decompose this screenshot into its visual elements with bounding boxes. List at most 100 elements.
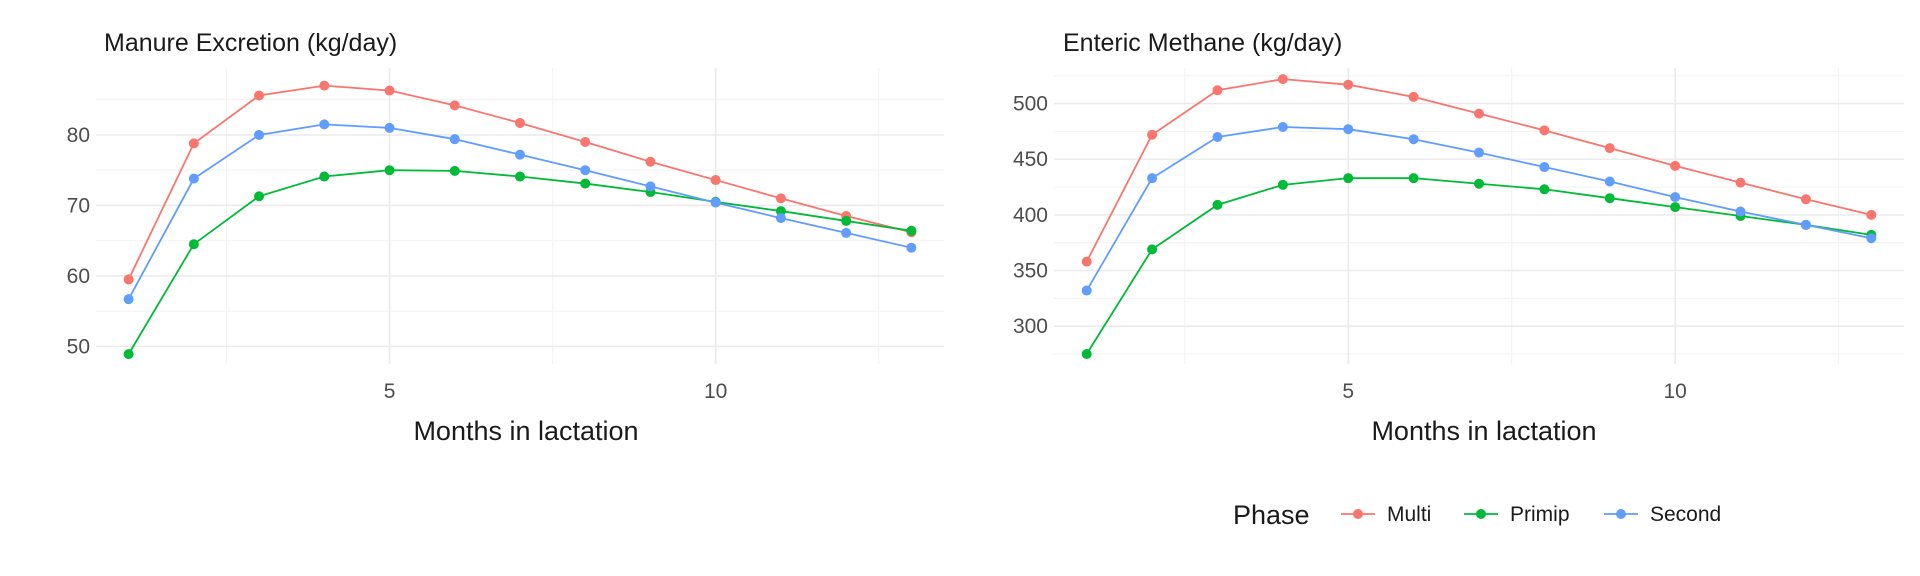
data-point — [1604, 193, 1615, 204]
series-primip — [123, 165, 917, 360]
data-point — [1343, 79, 1354, 90]
data-point — [906, 242, 917, 253]
data-point — [449, 165, 460, 176]
legend-label: Second — [1650, 503, 1721, 526]
series-line — [1085, 177, 1872, 355]
series-primip — [1081, 173, 1877, 359]
legend-key-point — [1353, 509, 1363, 519]
legend-label: Multi — [1387, 503, 1431, 526]
enteric-methane-panel: Enteric Methane (kg/day) 5 10 300 350 400 450… — [1013, 29, 1904, 446]
data-point — [841, 215, 852, 226]
data-point — [123, 349, 134, 360]
data-point — [775, 193, 786, 204]
data-point — [1081, 256, 1092, 267]
y-tick-label: 80 — [67, 124, 90, 147]
data-point — [254, 129, 265, 140]
x-axis-title: Months in lactation — [413, 416, 638, 446]
series-line — [127, 169, 912, 355]
y-tick-label: 350 — [1013, 260, 1048, 283]
data-point — [1866, 209, 1877, 220]
data-point — [515, 149, 525, 160]
y-tick-label: 70 — [67, 194, 90, 217]
y-tick-label: 60 — [67, 265, 90, 288]
legend-item-second: Second — [1604, 503, 1721, 526]
legend-label: Primip — [1510, 503, 1570, 526]
legend-item-multi: Multi — [1341, 503, 1431, 526]
data-point — [645, 156, 656, 167]
legend-title: Phase — [1233, 500, 1310, 530]
data-point — [775, 206, 786, 217]
data-point — [580, 165, 591, 176]
data-point — [1735, 206, 1746, 217]
y-tick-label: 400 — [1013, 204, 1048, 227]
data-point — [1147, 129, 1158, 140]
data-point — [515, 171, 525, 182]
data-point — [384, 165, 395, 176]
series-multi — [1081, 74, 1877, 267]
x-tick-label: 5 — [384, 380, 396, 403]
series-second — [123, 119, 917, 305]
data-point — [1474, 147, 1484, 158]
data-point — [710, 197, 721, 208]
data-point — [841, 227, 852, 238]
data-point — [449, 134, 460, 145]
data-point — [1343, 124, 1354, 135]
data-point — [1866, 233, 1877, 244]
data-point — [1735, 177, 1746, 188]
data-point — [319, 80, 330, 91]
series-second — [1081, 121, 1877, 296]
data-point — [1604, 143, 1615, 154]
data-point — [1212, 131, 1223, 142]
data-point — [1670, 202, 1681, 213]
chart-title: Enteric Methane (kg/day) — [1063, 29, 1342, 57]
data-point — [1212, 199, 1223, 210]
data-point — [1081, 348, 1092, 359]
data-point — [1277, 121, 1288, 132]
data-point — [515, 117, 525, 128]
data-point — [775, 213, 786, 224]
y-tick-label: 500 — [1013, 93, 1048, 116]
data-point — [906, 225, 917, 236]
legend-key-point — [1476, 509, 1486, 519]
data-point — [1212, 85, 1223, 96]
data-point — [384, 85, 395, 96]
y-tick-label: 300 — [1013, 315, 1048, 338]
data-point — [1800, 194, 1811, 205]
y-tick-label: 50 — [67, 335, 90, 358]
legend-item-primip: Primip — [1464, 503, 1570, 526]
data-point — [254, 90, 265, 101]
data-point — [1408, 134, 1419, 145]
series-multi — [123, 80, 917, 285]
data-point — [580, 178, 591, 189]
data-point — [645, 181, 656, 192]
data-point — [1343, 173, 1354, 184]
manure-excretion-panel: Manure Excretion (kg/day) 5 10 50 60 70 80 Mo… — [67, 29, 944, 446]
data-point — [580, 137, 591, 147]
series-line — [127, 84, 912, 280]
data-point — [319, 171, 330, 182]
data-point — [710, 175, 721, 186]
data-point — [1539, 162, 1550, 173]
data-point — [188, 138, 199, 149]
legend: Phase Multi Primip Second — [1233, 500, 1721, 530]
x-tick-label: 10 — [1663, 380, 1686, 403]
legend-key-point — [1616, 509, 1626, 519]
data-point — [1539, 125, 1550, 136]
data-point — [188, 173, 199, 184]
data-point — [1474, 178, 1484, 189]
data-point — [254, 191, 265, 202]
data-point — [1277, 74, 1288, 85]
plot-area: 5 10 50 60 70 80 — [67, 68, 944, 403]
data-point — [1670, 160, 1681, 171]
y-tick-label: 450 — [1013, 148, 1048, 171]
data-point — [1408, 91, 1419, 102]
data-point — [123, 294, 134, 305]
data-point — [384, 122, 395, 133]
data-point — [1277, 179, 1288, 190]
data-point — [319, 119, 330, 130]
data-point — [1539, 184, 1550, 195]
plot-area: 5 10 300 350 400 450 500 — [1013, 68, 1904, 403]
data-point — [1604, 176, 1615, 187]
series-line — [1085, 78, 1872, 263]
